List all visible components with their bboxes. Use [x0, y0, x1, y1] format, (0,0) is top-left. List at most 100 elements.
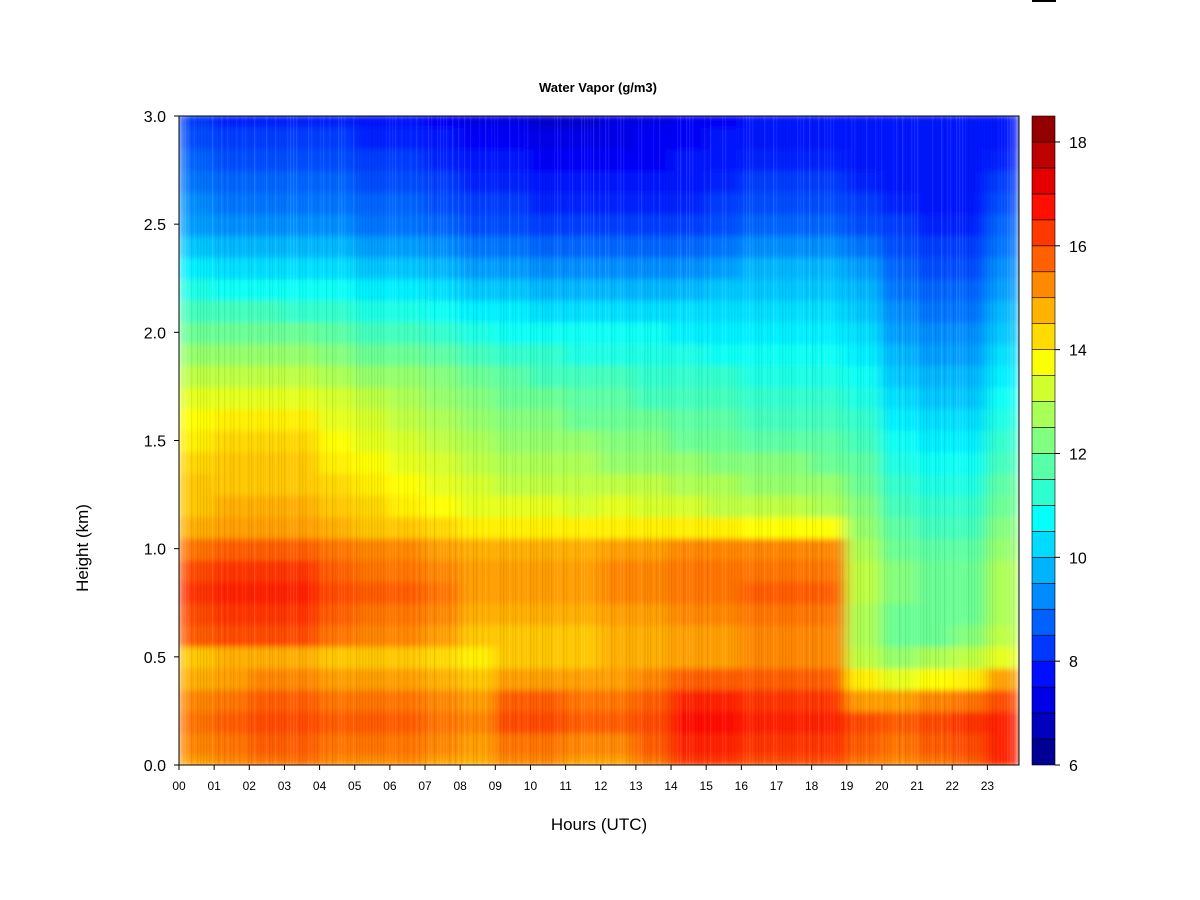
heatmap-cell — [248, 601, 286, 626]
heatmap-streak — [518, 116, 520, 765]
colorbar-level — [1031, 193, 1056, 221]
heatmap-cell — [494, 536, 532, 561]
heatmap-cell — [564, 233, 602, 258]
heatmap-cell — [318, 190, 356, 215]
heatmap-cell — [248, 753, 286, 765]
heatmap-cell — [810, 558, 848, 583]
y-axis: 0.0 0.5 1.0 1.5 2.0 2.5 3.0 — [144, 109, 179, 775]
heatmap-cell — [845, 666, 883, 691]
heatmap-cell — [705, 320, 743, 345]
heatmap-cell — [845, 277, 883, 301]
heatmap-cell — [775, 169, 813, 193]
heatmap-streak — [584, 116, 586, 765]
plot-frame — [178, 115, 1020, 766]
heatmap-streak — [656, 116, 658, 765]
heatmap-cell — [213, 169, 251, 193]
heatmap-cell — [916, 471, 954, 496]
heatmap-cell — [318, 666, 356, 691]
heatmap-cell — [248, 212, 286, 236]
heatmap-streak — [521, 116, 523, 765]
heatmap-streak — [947, 116, 949, 765]
x-tick-label: 00 — [172, 779, 186, 793]
heatmap-streak — [1007, 116, 1009, 765]
heatmap-cell — [388, 169, 427, 193]
heatmap-cell — [213, 471, 251, 496]
heatmap-streak — [488, 116, 489, 765]
x-tick-label: 10 — [524, 779, 538, 793]
heatmap-cell — [880, 277, 919, 301]
heatmap-cell — [388, 601, 427, 626]
heatmap-cell — [670, 363, 708, 388]
heatmap-cell — [599, 320, 637, 345]
heatmap-cell — [213, 407, 251, 431]
heatmap-cell — [951, 277, 989, 301]
x-tick-label: 19 — [840, 779, 854, 793]
heatmap-cell — [283, 666, 321, 691]
heatmap-cell — [916, 450, 954, 474]
heatmap-streak — [383, 116, 385, 765]
heatmap-cell — [740, 169, 778, 193]
heatmap-streak — [965, 116, 967, 765]
heatmap-cell — [564, 363, 602, 388]
heatmap-cell — [986, 515, 1019, 539]
heatmap-cell — [213, 363, 251, 388]
heatmap-cell — [951, 190, 989, 215]
heatmap-streak — [923, 116, 925, 765]
heatmap-streak — [548, 116, 550, 765]
heatmap-streak — [359, 116, 361, 765]
heatmap-cell — [248, 471, 286, 496]
heatmap-streak — [578, 116, 580, 765]
heatmap-cell — [564, 558, 602, 583]
heatmap-cell — [564, 385, 602, 410]
heatmap-cell — [459, 320, 497, 345]
heatmap-cell — [810, 125, 848, 150]
heatmap-streak — [791, 116, 793, 765]
heatmap-streak — [692, 116, 694, 765]
heatmap-cell — [916, 255, 954, 280]
heatmap-cell — [916, 298, 954, 323]
heatmap-cell — [845, 363, 883, 388]
heatmap-streak — [617, 116, 619, 765]
heatmap-cell — [248, 255, 286, 280]
heatmap-streak — [860, 116, 862, 765]
heatmap-cell — [424, 363, 462, 388]
heatmap-streak — [386, 116, 388, 765]
heatmap-cell — [740, 190, 778, 215]
heatmap-cell — [705, 212, 743, 236]
heatmap-cell — [705, 645, 743, 669]
heatmap-cell — [986, 666, 1019, 691]
heatmap-cell — [986, 493, 1019, 518]
heatmap-cell — [775, 666, 813, 691]
colorbar-level — [1031, 115, 1056, 143]
heatmap-streak — [278, 116, 280, 765]
y-tick-label: 0.0 — [144, 758, 166, 775]
heatmap-cell — [179, 342, 216, 366]
heatmap-streak — [473, 116, 475, 765]
heatmap-cell — [740, 320, 778, 345]
heatmap-cell — [179, 428, 216, 453]
heatmap-streak — [551, 116, 553, 765]
heatmap-cell — [529, 212, 567, 236]
heatmap-cell — [529, 688, 567, 712]
colorbar-level — [1031, 271, 1056, 299]
heatmap-streak — [404, 116, 405, 765]
heatmap-cell — [318, 709, 356, 734]
heatmap-streak — [974, 116, 976, 765]
heatmap-cell — [986, 277, 1019, 301]
heatmap-streak — [674, 116, 675, 765]
heatmap-cell — [213, 536, 251, 561]
heatmap-streak — [779, 116, 780, 765]
heatmap-streak — [407, 116, 409, 765]
heatmap-cell — [179, 147, 216, 172]
heatmap-cell — [353, 428, 391, 453]
heatmap-cell — [213, 688, 251, 712]
heatmap-cell — [845, 688, 883, 712]
heatmap-cell — [494, 320, 532, 345]
heatmap-cell — [845, 493, 883, 518]
heatmap-cell — [845, 753, 883, 765]
heatmap-streak — [743, 116, 745, 765]
heatmap-cell — [810, 493, 848, 518]
heatmap-streak — [221, 116, 223, 765]
heatmap-cell — [951, 645, 989, 669]
heatmap-cell — [494, 450, 532, 474]
